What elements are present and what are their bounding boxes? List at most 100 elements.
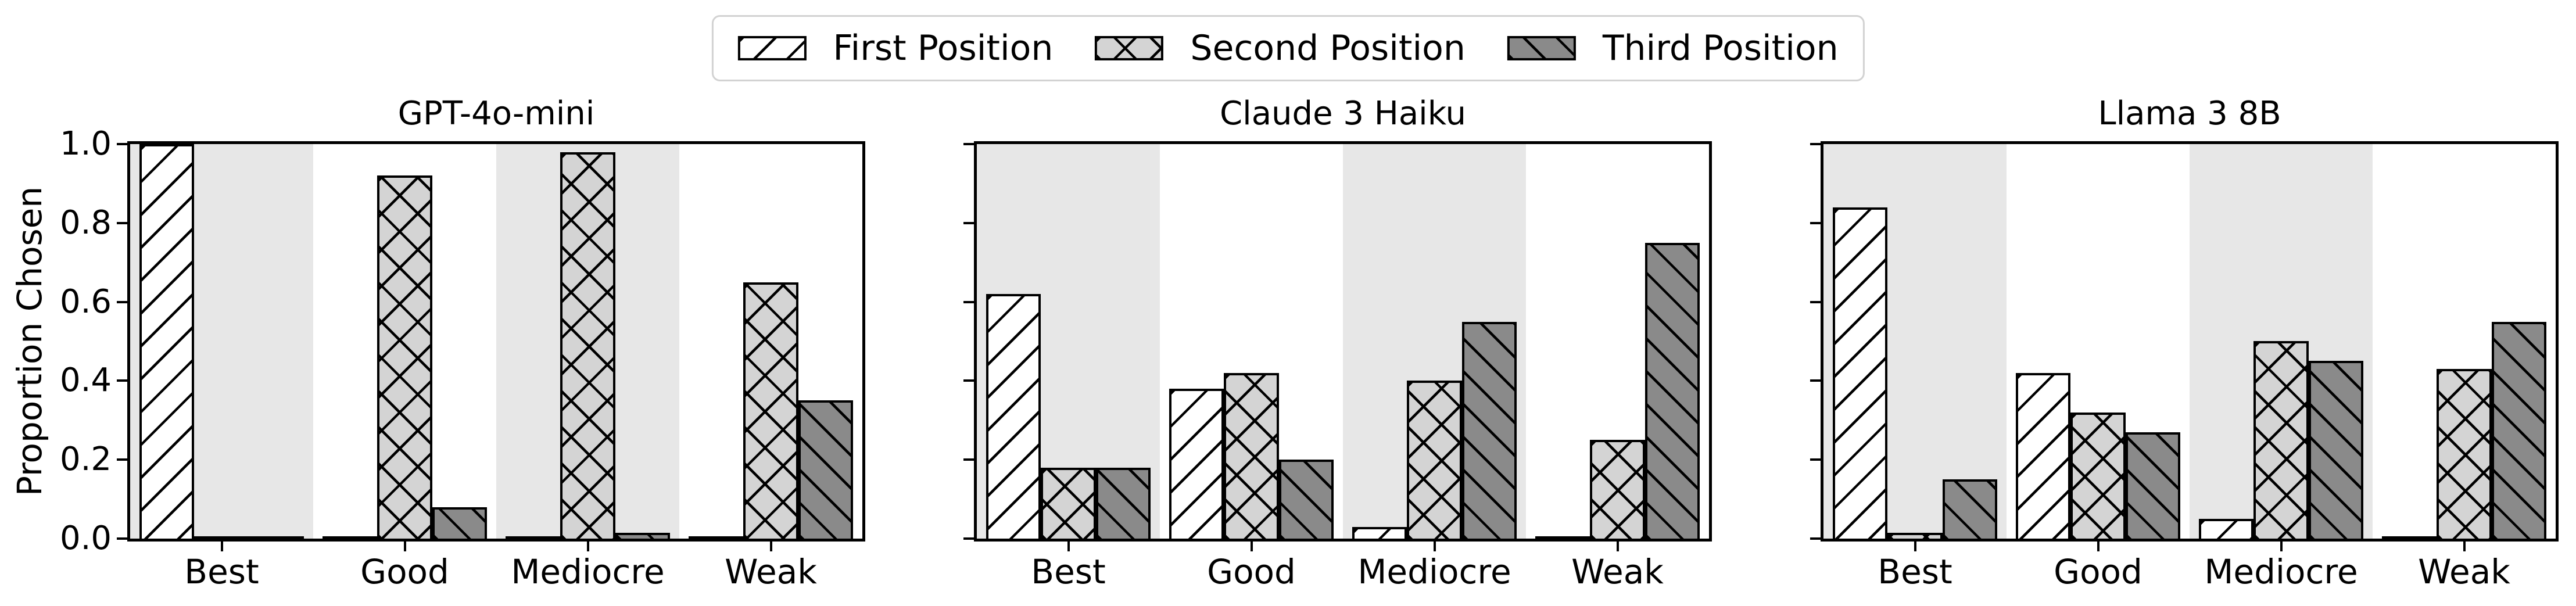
x-tick-label-good: Good (1207, 552, 1296, 591)
legend-item-third-position: Third Position (1507, 30, 1839, 67)
bar-claude-3-haiku-mediocre-third-position (1461, 322, 1517, 539)
panel-title-3: Llama 3 8B (2098, 95, 2281, 132)
y-tick-mark (117, 537, 127, 540)
x-tick-mark (1250, 539, 1253, 551)
bar-llama-3-8b-best-third-position (1942, 479, 1998, 539)
bar-gpt-4o-mini-mediocre-second-position (560, 152, 615, 539)
bar-llama-3-8b-mediocre-first-position (2198, 519, 2254, 539)
legend-swatch-first-position-icon (737, 36, 807, 60)
y-tick-mark (117, 300, 127, 303)
x-tick-label-best: Best (1878, 552, 1952, 591)
bar-llama-3-8b-mediocre-third-position (2308, 361, 2364, 539)
x-tick-label-good: Good (360, 552, 449, 591)
bar-claude-3-haiku-good-second-position (1224, 373, 1279, 539)
bar-llama-3-8b-weak-first-position (2381, 536, 2437, 539)
bar-claude-3-haiku-good-third-position (1278, 460, 1334, 539)
bar-gpt-4o-mini-best-first-position (139, 144, 195, 539)
x-tick-label-mediocre: Mediocre (2204, 552, 2358, 591)
y-tick-mark (963, 379, 974, 382)
x-tick-label-mediocre: Mediocre (1357, 552, 1511, 591)
x-tick-mark (2097, 539, 2100, 551)
bar-gpt-4o-mini-weak-third-position (798, 400, 854, 539)
y-tick-mark (117, 221, 127, 224)
y-tick-label-1: 0.2 (59, 440, 112, 479)
x-tick-label-weak: Weak (1571, 552, 1664, 591)
x-tick-label-best: Best (1031, 552, 1106, 591)
bar-gpt-4o-mini-weak-second-position (743, 282, 798, 539)
bar-gpt-4o-mini-mediocre-third-position (615, 533, 671, 539)
bar-gpt-4o-mini-good-third-position (432, 507, 488, 539)
panel-title-2: Claude 3 Haiku (1220, 95, 1466, 132)
bar-gpt-4o-mini-good-second-position (377, 175, 432, 539)
y-tick-label-4: 0.8 (59, 203, 112, 242)
y-tick-mark (117, 458, 127, 461)
y-tick-label-5: 1.0 (59, 125, 112, 163)
x-tick-mark (403, 539, 406, 551)
legend-swatch-second-position-icon (1095, 36, 1164, 60)
bar-llama-3-8b-mediocre-second-position (2253, 341, 2309, 539)
bar-gpt-4o-mini-good-first-position (322, 536, 378, 539)
x-tick-mark (586, 539, 589, 551)
legend-label-third-position: Third Position (1602, 28, 1839, 69)
bar-claude-3-haiku-weak-second-position (1590, 440, 1645, 539)
y-tick-mark (1810, 379, 1821, 382)
y-tick-mark (963, 221, 974, 224)
legend-swatch-third-position-icon (1507, 36, 1576, 60)
bar-llama-3-8b-weak-third-position (2491, 322, 2547, 539)
bar-claude-3-haiku-weak-first-position (1535, 536, 1590, 539)
legend-label-second-position: Second Position (1190, 28, 1466, 69)
legend-item-first-position: First Position (737, 30, 1053, 67)
x-tick-mark (2463, 539, 2466, 551)
legend-label-first-position: First Position (833, 28, 1054, 69)
chart-panel-1: 0.0 0.2 0.4 0.6 0.8 1.0 Best Good Mediocre Weak GP… (60, 95, 865, 590)
y-tick-label-3: 0.6 (59, 282, 112, 321)
chart-panel-2: Best Good Mediocre Weak Claude 3 Haiku (963, 95, 1712, 590)
chart-panel-3: Best Good Mediocre Weak Llama 3 8B (1810, 95, 2559, 590)
bar-claude-3-haiku-weak-third-position (1645, 243, 1700, 539)
y-tick-mark (1810, 537, 1821, 540)
y-tick-label-0: 0.0 (59, 519, 112, 557)
x-tick-mark (2280, 539, 2283, 551)
bar-claude-3-haiku-best-second-position (1041, 468, 1096, 539)
x-tick-mark (1616, 539, 1619, 551)
bar-claude-3-haiku-mediocre-first-position (1352, 527, 1407, 539)
y-tick-label-2: 0.4 (59, 361, 112, 400)
y-tick-mark (1810, 458, 1821, 461)
bar-llama-3-8b-weak-second-position (2437, 369, 2492, 539)
bar-claude-3-haiku-best-first-position (986, 294, 1041, 539)
x-tick-mark (1067, 539, 1070, 551)
bar-llama-3-8b-good-third-position (2125, 432, 2181, 539)
y-tick-mark (963, 537, 974, 540)
panel-title-1: GPT-4o-mini (397, 95, 595, 132)
y-tick-mark (1810, 300, 1821, 303)
bar-claude-3-haiku-good-first-position (1169, 389, 1224, 539)
y-tick-mark (963, 458, 974, 461)
bar-gpt-4o-mini-weak-first-position (688, 536, 744, 539)
x-tick-mark (220, 539, 223, 551)
y-tick-mark (1810, 221, 1821, 224)
y-tick-mark (117, 379, 127, 382)
bar-llama-3-8b-good-first-position (2015, 373, 2071, 539)
bar-llama-3-8b-best-first-position (1832, 207, 1888, 539)
x-tick-label-weak: Weak (2418, 552, 2510, 591)
bar-claude-3-haiku-best-third-position (1095, 468, 1151, 539)
x-tick-mark (769, 539, 772, 551)
bar-claude-3-haiku-mediocre-second-position (1407, 381, 1462, 539)
x-tick-label-weak: Weak (725, 552, 817, 591)
y-tick-mark (1810, 143, 1821, 145)
x-tick-mark (1433, 539, 1436, 551)
legend: First Position Second Position Third Pos… (711, 15, 1865, 81)
x-tick-label-best: Best (184, 552, 259, 591)
legend-item-second-position: Second Position (1095, 30, 1466, 67)
bar-gpt-4o-mini-mediocre-first-position (505, 536, 561, 539)
y-tick-mark (117, 143, 127, 145)
y-axis-label: Proportion Chosen (10, 186, 49, 497)
bar-llama-3-8b-best-second-position (1887, 533, 1943, 539)
bar-llama-3-8b-good-second-position (2070, 413, 2126, 539)
bar-gpt-4o-mini-best-third-position (249, 536, 304, 539)
y-tick-mark (963, 300, 974, 303)
x-tick-mark (1914, 539, 1916, 551)
bar-gpt-4o-mini-best-second-position (194, 536, 249, 539)
x-tick-label-mediocre: Mediocre (511, 552, 665, 591)
